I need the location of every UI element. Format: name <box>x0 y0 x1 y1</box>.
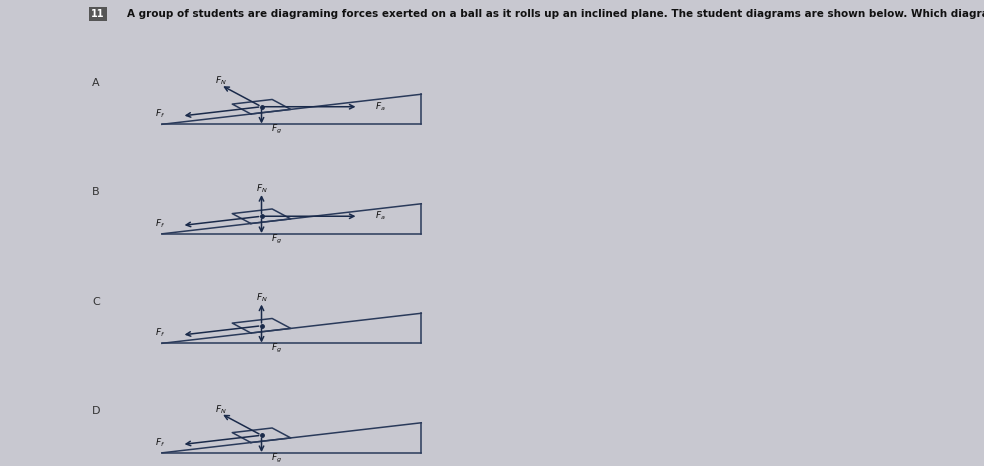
Text: $F_a$: $F_a$ <box>375 101 386 113</box>
Text: $F_a$: $F_a$ <box>375 210 386 222</box>
Text: 11: 11 <box>92 9 105 19</box>
Text: $F_N$: $F_N$ <box>256 292 268 304</box>
Text: $F_g$: $F_g$ <box>272 452 282 465</box>
Text: A: A <box>92 78 99 88</box>
Text: D: D <box>92 406 100 416</box>
Text: B: B <box>92 187 99 197</box>
Text: $F_f$: $F_f$ <box>154 436 164 449</box>
Text: $F_N$: $F_N$ <box>215 75 226 87</box>
Text: $F_g$: $F_g$ <box>272 123 282 136</box>
Text: $F_f$: $F_f$ <box>154 108 164 120</box>
Text: $F_g$: $F_g$ <box>272 342 282 355</box>
Text: $F_N$: $F_N$ <box>256 182 268 195</box>
Text: $F_g$: $F_g$ <box>272 233 282 246</box>
Text: $F_f$: $F_f$ <box>154 217 164 230</box>
Text: $F_N$: $F_N$ <box>215 404 226 416</box>
Text: A group of students are diagraming forces exerted on a ball as it rolls up an in: A group of students are diagraming force… <box>127 9 984 19</box>
Text: C: C <box>92 297 99 307</box>
Text: $F_f$: $F_f$ <box>154 327 164 339</box>
